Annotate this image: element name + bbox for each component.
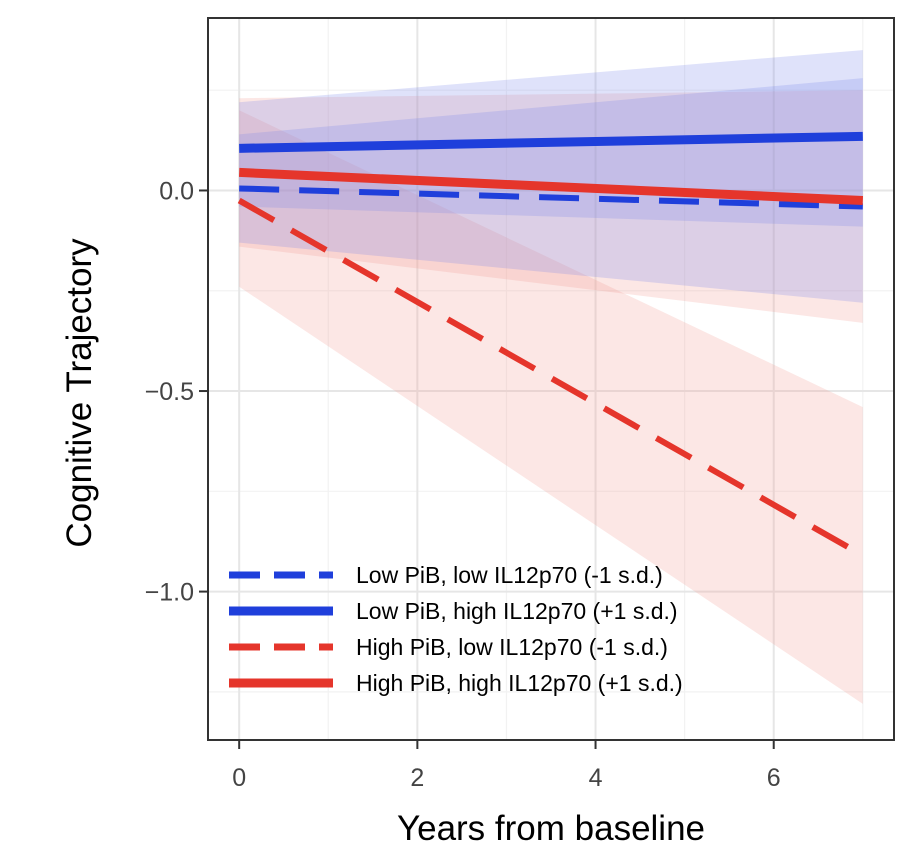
series-line	[239, 185, 863, 210]
x-tick-label: 0	[232, 764, 246, 792]
series-lines	[237, 131, 865, 559]
confidence-band	[239, 110, 863, 704]
legend-label: Low PiB, high IL12p70 (+1 s.d.)	[356, 598, 678, 624]
minor-grid	[208, 18, 894, 740]
legend-label: Low PiB, low IL12p70 (-1 s.d.)	[356, 562, 663, 588]
y-axis-title: Cognitive Trajectory	[60, 238, 99, 548]
legend-label: High PiB, low IL12p70 (-1 s.d.)	[356, 634, 668, 660]
legend: Low PiB, low IL12p70 (-1 s.d.) Low PiB, h…	[229, 562, 683, 696]
x-tick-label: 4	[589, 764, 603, 792]
series-line	[238, 167, 864, 206]
plot-panel-border	[207, 17, 895, 741]
y-tick-label: 0.0	[159, 177, 194, 205]
legend-label: High PiB, high IL12p70 (+1 s.d.)	[356, 670, 683, 696]
x-axis-title: Years from baseline	[397, 809, 705, 848]
series-line	[239, 131, 863, 153]
y-axis-ticks: −1.0 −0.5 0.0	[145, 177, 208, 607]
y-tick-label: −1.0	[145, 579, 194, 607]
x-axis-ticks: 0 2 4 6	[232, 740, 781, 792]
x-tick-label: 6	[767, 764, 781, 792]
x-tick-label: 2	[410, 764, 424, 792]
y-tick-label: −0.5	[145, 378, 194, 406]
